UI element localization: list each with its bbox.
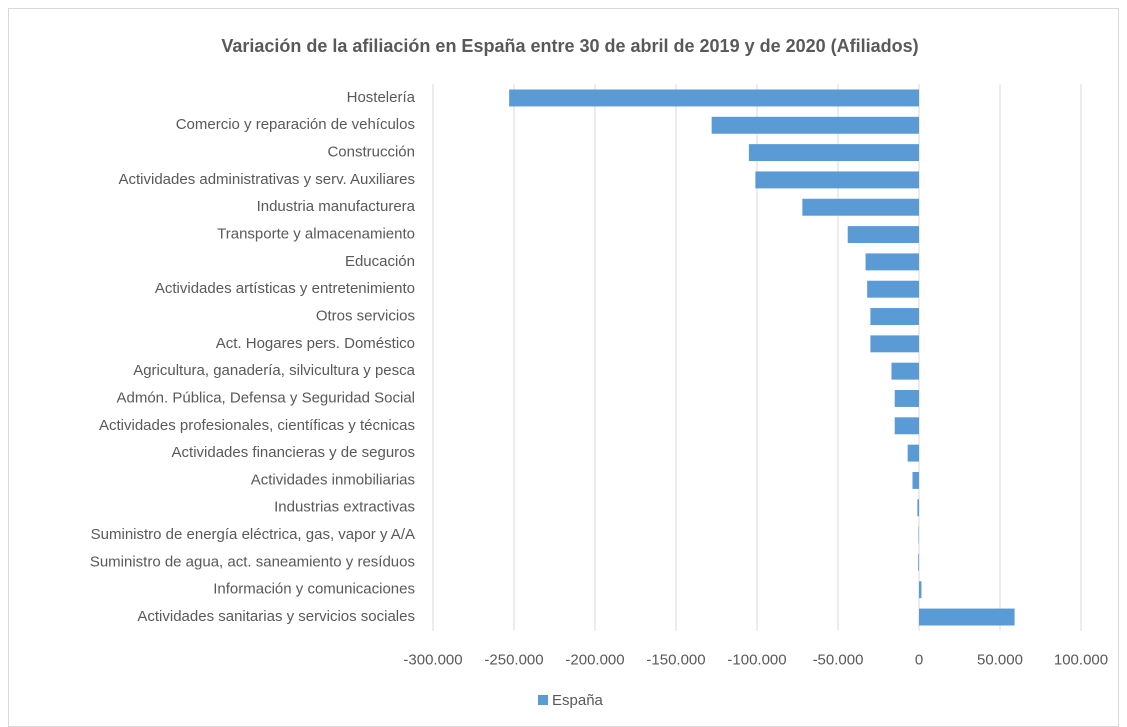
x-tick-label: -50.000 (813, 652, 864, 669)
bar (865, 253, 919, 271)
x-tick-label: 50.000 (977, 652, 1023, 669)
y-tick-label: Construcción (327, 144, 415, 161)
bar (919, 608, 1015, 626)
x-tick-label: -300.000 (403, 652, 462, 669)
bar (912, 471, 919, 489)
legend-label: España (552, 692, 604, 709)
x-tick-label: 100.000 (1054, 652, 1108, 669)
x-tick-label: -100.000 (727, 652, 786, 669)
y-tick-label: Suministro de energía eléctrica, gas, va… (91, 526, 415, 543)
y-tick-label: Educación (345, 253, 415, 270)
x-tick-label: -150.000 (646, 652, 705, 669)
legend-swatch (538, 695, 548, 705)
bar (919, 581, 922, 599)
y-tick-label: Actividades financieras y de seguros (172, 444, 415, 461)
bar (748, 144, 919, 162)
y-tick-label: Información y comunicaciones (213, 581, 415, 598)
x-tick-label: 0 (915, 652, 923, 669)
bar (802, 198, 919, 216)
bar (847, 226, 919, 244)
y-tick-label: Comercio y reparación de vehículos (176, 116, 415, 133)
y-tick-label: Suministro de agua, act. saneamiento y r… (90, 553, 415, 570)
y-tick-label: Hostelería (347, 89, 416, 106)
bar (711, 116, 919, 134)
bar (918, 553, 919, 571)
bar (894, 390, 919, 407)
bar (891, 362, 919, 380)
bar (870, 335, 919, 353)
y-tick-label: Agricultura, ganadería, silvicultura y p… (133, 362, 415, 379)
y-tick-label: Industrias extractivas (274, 499, 415, 516)
bar (917, 499, 919, 517)
bar (894, 417, 919, 435)
y-tick-label: Actividades artísticas y entretenimiento (155, 280, 415, 297)
chart-border (8, 8, 1119, 727)
bar (509, 89, 919, 107)
chart-title: Variación de la afiliación en España ent… (221, 36, 918, 56)
y-tick-label: Admón. Pública, Defensa y Seguridad Soci… (116, 389, 415, 406)
bar (870, 308, 919, 325)
y-tick-label: Transporte y almacenamiento (217, 226, 415, 243)
y-tick-label: Otros servicios (316, 307, 415, 324)
y-tick-label: Actividades administrativas y serv. Auxi… (119, 171, 416, 188)
y-tick-label: Act. Hogares pers. Doméstico (216, 335, 415, 352)
y-tick-label: Actividades inmobiliarias (251, 471, 415, 488)
x-tick-label: -200.000 (565, 652, 624, 669)
y-tick-label: Actividades profesionales, científicas y… (99, 417, 415, 434)
bar (907, 444, 919, 462)
x-tick-label: -250.000 (484, 652, 543, 669)
y-tick-label: Actividades sanitarias y servicios socia… (137, 608, 415, 625)
bar (755, 171, 919, 189)
bar (867, 280, 919, 298)
y-tick-label: Industria manufacturera (257, 198, 416, 215)
